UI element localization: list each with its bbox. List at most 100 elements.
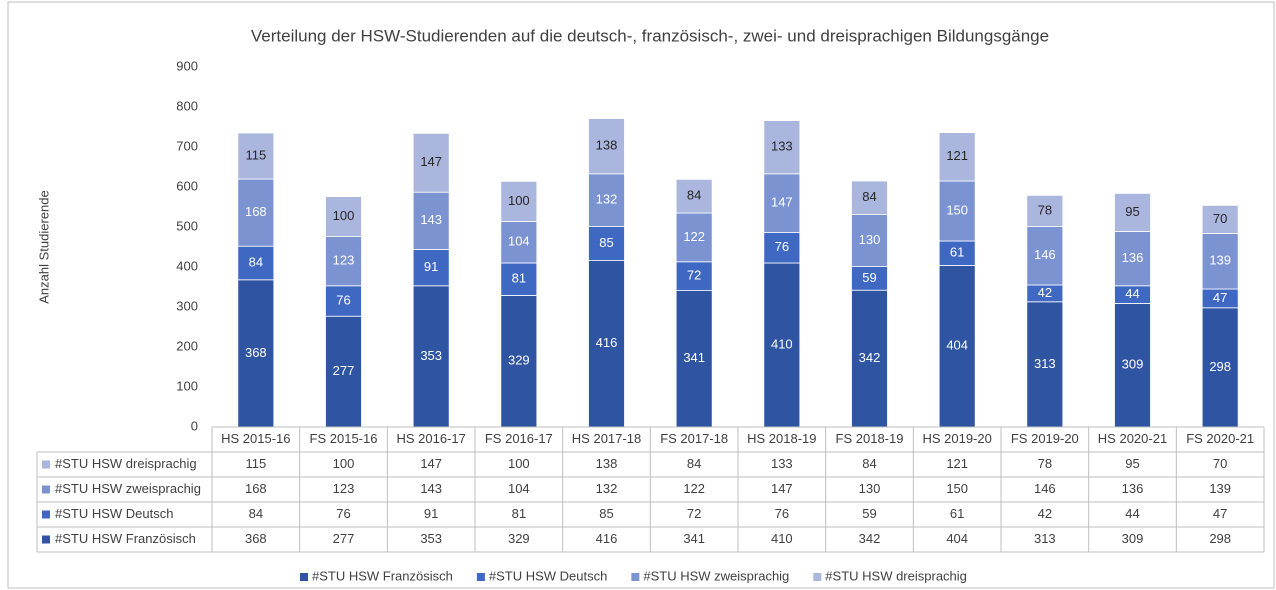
- table-cell: 147: [420, 456, 442, 471]
- table-cell: 309: [1122, 531, 1144, 546]
- table-cell: 91: [424, 506, 438, 521]
- table-cell: 313: [1034, 531, 1056, 546]
- data-label: 59: [862, 270, 876, 285]
- data-label: 121: [946, 148, 968, 163]
- x-tick-label: HS 2017-18: [572, 431, 641, 446]
- table-cell: 104: [508, 481, 530, 496]
- bar-segment: [1026, 226, 1064, 286]
- table-legend-key: [42, 485, 50, 494]
- bar-segment: [938, 264, 976, 428]
- table-cell: 146: [1034, 481, 1056, 496]
- data-label: 353: [420, 348, 442, 363]
- data-label: 91: [424, 259, 438, 274]
- y-tick-label: 600: [176, 178, 198, 193]
- data-label: 81: [512, 271, 526, 286]
- table-legend-key: [42, 535, 50, 544]
- bar-segment: [1201, 232, 1239, 290]
- x-tick-label: FS 2015-16: [310, 431, 378, 446]
- table-row-label: #STU HSW dreisprachig: [55, 456, 197, 471]
- table-cell: 341: [683, 531, 705, 546]
- y-tick-label: 700: [176, 138, 198, 153]
- legend-key: [476, 573, 485, 581]
- data-label: 277: [333, 363, 355, 378]
- data-label: 84: [862, 189, 876, 204]
- data-label: 115: [245, 147, 266, 162]
- table-cell: 70: [1213, 456, 1227, 471]
- table-cell: 404: [946, 531, 968, 546]
- data-label: 42: [1038, 285, 1052, 300]
- bar-segment: [237, 132, 275, 180]
- bar-segment: [588, 173, 625, 228]
- bar-segment: [938, 180, 976, 242]
- table-cell: 44: [1125, 506, 1139, 521]
- table-cell: 85: [599, 506, 613, 521]
- data-label: 146: [1034, 247, 1056, 262]
- y-tick-label: 400: [176, 258, 198, 273]
- y-tick-label: 0: [191, 418, 198, 433]
- data-label: 298: [1209, 359, 1231, 374]
- data-label: 309: [1122, 357, 1144, 372]
- table-cell: 132: [596, 481, 618, 496]
- bar-segment: [1201, 204, 1239, 234]
- table-cell: 416: [596, 531, 618, 546]
- data-label: 404: [946, 338, 968, 353]
- table-cell: 84: [862, 456, 876, 471]
- table-row-label: #STU HSW Französisch: [55, 531, 196, 546]
- data-label: 122: [683, 229, 705, 244]
- data-label: 100: [333, 208, 355, 223]
- legend-key: [300, 573, 308, 581]
- table-cell: 368: [245, 531, 267, 546]
- x-tick-label: HS 2016-17: [396, 431, 465, 446]
- y-tick-label: 200: [176, 338, 198, 353]
- x-tick-label: FS 2018-19: [836, 431, 904, 446]
- table-cell: 72: [687, 506, 701, 521]
- bar-segment: [763, 262, 801, 428]
- table-cell: 136: [1122, 481, 1144, 496]
- data-label: 342: [859, 350, 881, 365]
- table-cell: 76: [336, 506, 350, 521]
- y-tick-label: 500: [176, 218, 198, 233]
- table-cell: 47: [1213, 506, 1227, 521]
- x-tick-label: FS 2019-20: [1011, 431, 1079, 446]
- data-label: 47: [1213, 290, 1227, 305]
- x-tick-label: FS 2020-21: [1186, 431, 1254, 446]
- x-tick-label: FS 2017-18: [660, 431, 728, 446]
- bar-segment: [675, 178, 713, 214]
- data-label: 143: [420, 212, 442, 227]
- table-cell: 95: [1125, 456, 1139, 471]
- table-cell: 298: [1209, 531, 1231, 546]
- table-legend-key: [42, 510, 50, 519]
- table-cell: 139: [1209, 481, 1231, 496]
- data-label: 368: [245, 345, 267, 360]
- data-label: 341: [683, 350, 705, 365]
- data-label: 104: [508, 234, 530, 249]
- x-tick-label: HS 2015-16: [221, 431, 290, 446]
- data-label: 123: [333, 253, 355, 268]
- chart-title: Verteilung der HSW-Studierenden auf die …: [251, 26, 1049, 45]
- y-tick-label: 800: [176, 98, 198, 113]
- data-label: 133: [771, 139, 793, 154]
- table-cell: 168: [245, 481, 267, 496]
- legend-key: [631, 573, 640, 581]
- data-label: 72: [687, 268, 701, 283]
- table-cell: 42: [1038, 506, 1052, 521]
- bar-segment: [237, 279, 275, 428]
- data-label: 130: [859, 232, 881, 247]
- data-label: 139: [1209, 253, 1231, 268]
- table-cell: 122: [683, 481, 705, 496]
- data-label: 95: [1125, 204, 1139, 219]
- y-tick-label: 900: [176, 58, 198, 73]
- legend-label: #STU HSW Deutsch: [489, 568, 607, 583]
- data-label: 78: [1038, 202, 1052, 217]
- table-cell: 81: [512, 506, 526, 521]
- table-cell: 123: [333, 481, 355, 496]
- data-label: 150: [946, 202, 968, 217]
- data-label: 85: [599, 235, 613, 250]
- table-cell: 410: [771, 531, 793, 546]
- table-cell: 59: [862, 506, 876, 521]
- data-label: 136: [1122, 250, 1144, 265]
- data-label: 410: [771, 336, 793, 351]
- y-tick-label: 300: [176, 298, 198, 313]
- y-tick-label: 100: [176, 378, 198, 393]
